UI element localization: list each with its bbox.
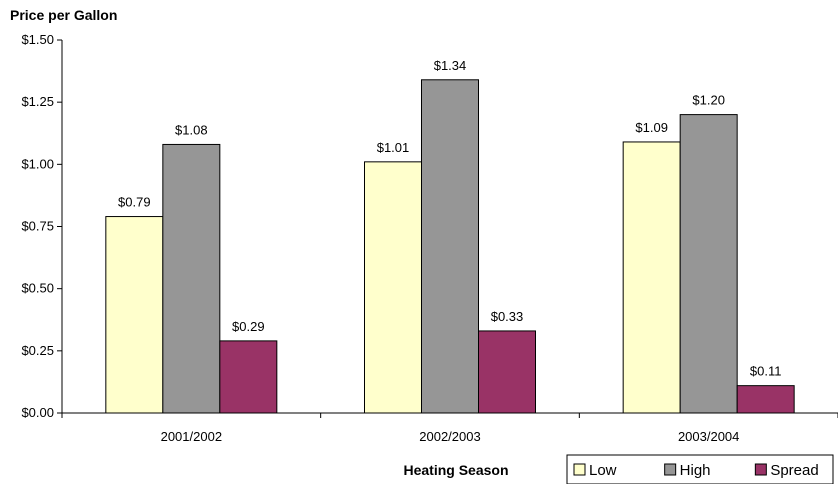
y-tick-label: $0.00 (21, 405, 54, 420)
data-label: $1.08 (175, 122, 208, 137)
data-label: $0.29 (232, 319, 265, 334)
y-tick-label: $1.50 (21, 32, 54, 47)
legend-box (566, 454, 834, 484)
x-tick-label: 2001/2002 (161, 429, 222, 444)
bar-high (679, 114, 738, 414)
bar-high (162, 143, 221, 414)
legend-label-high: High (680, 462, 711, 479)
data-label: $1.09 (635, 120, 668, 135)
legend-label-low: Low (589, 462, 617, 479)
data-label: $1.01 (377, 140, 410, 155)
bar-high (421, 79, 479, 414)
bar-low (364, 161, 422, 414)
bars (105, 79, 795, 414)
y-tick-label: $1.00 (21, 156, 54, 171)
bar-low (105, 216, 164, 414)
y-axis-title: Price per Gallon (10, 7, 117, 23)
x-axis: 2001/2002 2002/2003 2003/2004 (61, 412, 838, 444)
x-axis-title: Heating Season (403, 462, 508, 478)
legend-swatch-spread (754, 463, 767, 476)
x-tick-label: 2003/2004 (678, 429, 739, 444)
y-tick-label: $0.25 (21, 343, 54, 358)
data-label: $1.34 (434, 58, 467, 73)
y-tick-label: $0.50 (21, 281, 54, 296)
data-label: $0.11 (750, 364, 782, 379)
data-labels: $0.79 $1.08 $0.29 $1.01 $1.34 $0.33 $1.09 $1.20… (118, 58, 781, 379)
legend-swatch-low (573, 463, 586, 476)
legend-swatch-high (664, 463, 677, 476)
bar-low (622, 141, 681, 414)
bar-spread (478, 330, 536, 414)
y-tick-label: $1.25 (21, 94, 54, 109)
y-axis: $0.00 $0.25 $0.50 $0.75 $1.00 $1.25 $1.50 (21, 32, 63, 420)
data-label: $0.79 (118, 195, 151, 210)
data-label: $0.33 (491, 309, 524, 324)
legend-label-spread: Spread (770, 462, 818, 479)
data-label: $1.20 (692, 93, 725, 108)
bar-spread (736, 385, 795, 414)
bar-spread (219, 340, 278, 414)
y-tick-label: $0.75 (21, 219, 54, 234)
x-tick-label: 2002/2003 (419, 429, 480, 444)
legend: Low High Spread (566, 454, 834, 484)
